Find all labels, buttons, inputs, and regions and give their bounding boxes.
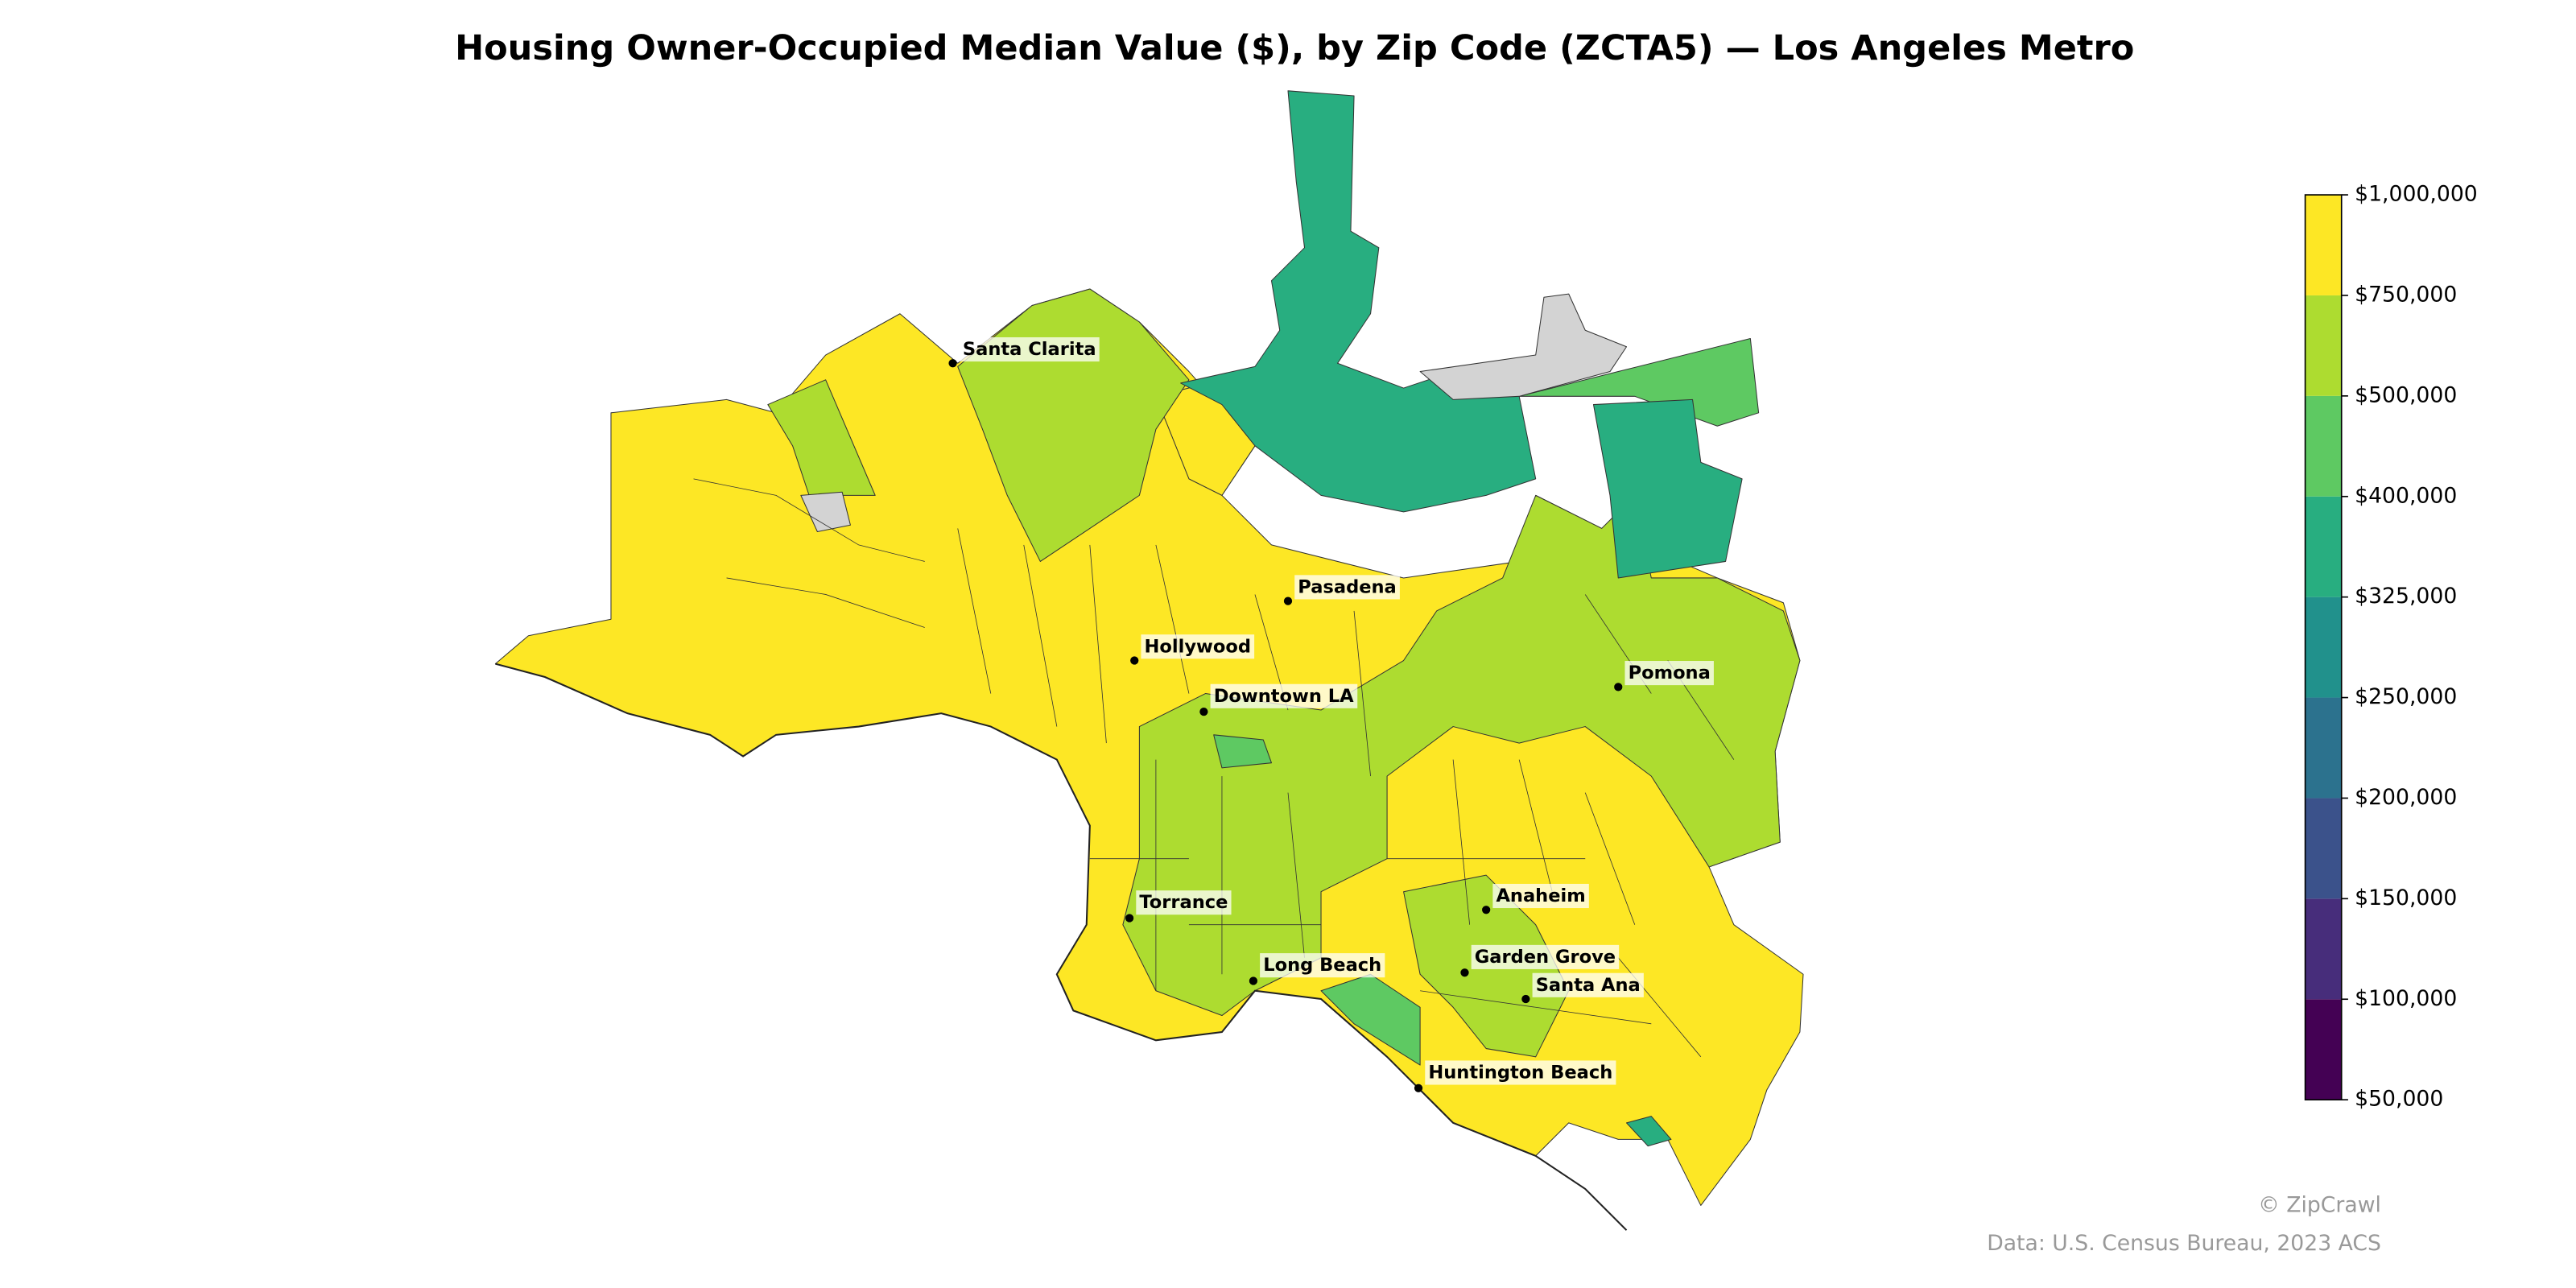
city-label-background — [1294, 575, 1400, 600]
city-label: Garden Grove — [1475, 947, 1616, 968]
colorbar-segment — [2305, 395, 2342, 497]
city-dot — [1460, 968, 1469, 977]
city-label-background — [1492, 883, 1589, 909]
colorbar-tick-label: $250,000 — [2355, 684, 2457, 709]
city-dot — [1521, 994, 1530, 1004]
colorbar-tick-label: $400,000 — [2355, 483, 2457, 508]
zip-region — [1122, 494, 1801, 1017]
city-label-background — [1136, 890, 1232, 915]
colorbar-tick-label: $500,000 — [2355, 382, 2457, 407]
zip-region — [1180, 90, 1537, 513]
city-label-background — [1260, 953, 1385, 978]
credit: Data: U.S. Census Bureau, 2023 ACS — [1987, 1231, 2381, 1256]
colorbar-tick-label: $200,000 — [2355, 785, 2457, 810]
city-label: Pasadena — [1298, 576, 1396, 597]
colorbar-tick-label: $150,000 — [2355, 886, 2457, 910]
city-label: Anaheim — [1496, 886, 1585, 906]
city-label: Santa Clarita — [963, 339, 1096, 360]
zip-region — [1625, 1116, 1672, 1147]
city-label: Pomona — [1629, 663, 1711, 683]
city-label-background — [959, 336, 1100, 362]
credit: © ZipCrawl — [2258, 1193, 2381, 1218]
city-label-background — [1425, 1060, 1616, 1085]
map-title: Housing Owner-Occupied Median Value ($),… — [455, 28, 2134, 68]
city-label-background — [1471, 944, 1620, 969]
city-dot — [948, 359, 957, 368]
city-dot — [1249, 976, 1258, 985]
colorbar-segment — [2305, 295, 2342, 396]
city-dot — [1414, 1084, 1423, 1092]
no-data-region — [1419, 293, 1628, 400]
colorbar-tick-label: $325,000 — [2355, 584, 2457, 609]
city-dot — [1125, 914, 1134, 923]
city-label-background — [1532, 972, 1644, 997]
colorbar: $50,000 $100,000 $150,000 $200,000 $250,000 $… — [2304, 182, 2478, 1112]
colorbar-segment — [2305, 697, 2342, 799]
colorbar-tick-label: $100,000 — [2355, 986, 2457, 1011]
city-label: Long Beach — [1263, 955, 1381, 976]
city-label: Downtown LA — [1214, 686, 1354, 707]
no-data-region — [800, 491, 851, 533]
colorbar-segment — [2305, 195, 2342, 295]
colorbar-segment — [2305, 898, 2342, 1000]
coastline — [495, 663, 1628, 1231]
colorbar-tick-label: $50,000 — [2355, 1087, 2443, 1112]
city-dot — [1283, 597, 1293, 605]
zip-region — [1592, 398, 1743, 579]
colorbar-segment — [2305, 999, 2342, 1100]
city-dot — [1614, 683, 1623, 691]
colorbar-segment — [2305, 597, 2342, 698]
map-regions — [494, 90, 1804, 1231]
city-dot — [1130, 656, 1139, 665]
city-label: Santa Ana — [1536, 975, 1641, 996]
zip-region — [1213, 734, 1272, 769]
city-dot — [1199, 707, 1208, 716]
colorbar-frame — [2304, 194, 2343, 1100]
city-labels: Santa Clarita Pasadena Hollywood Downtow… — [948, 336, 1714, 1092]
city-label: Huntington Beach — [1428, 1062, 1612, 1083]
zip-boundaries — [693, 478, 1735, 1058]
colorbar-segment — [2305, 496, 2342, 597]
zip-region — [1518, 338, 1760, 427]
colorbar-tick-label: $1,000,000 — [2355, 182, 2478, 207]
city-dot — [1482, 906, 1491, 914]
city-label: Hollywood — [1145, 636, 1251, 657]
city-label-background — [1624, 661, 1714, 686]
colorbar-tick-label: $750,000 — [2355, 282, 2457, 307]
colorbar-segment — [2305, 798, 2342, 899]
city-label-background — [1210, 683, 1358, 708]
city-label: Torrance — [1139, 892, 1228, 913]
city-label-background — [1141, 634, 1255, 659]
